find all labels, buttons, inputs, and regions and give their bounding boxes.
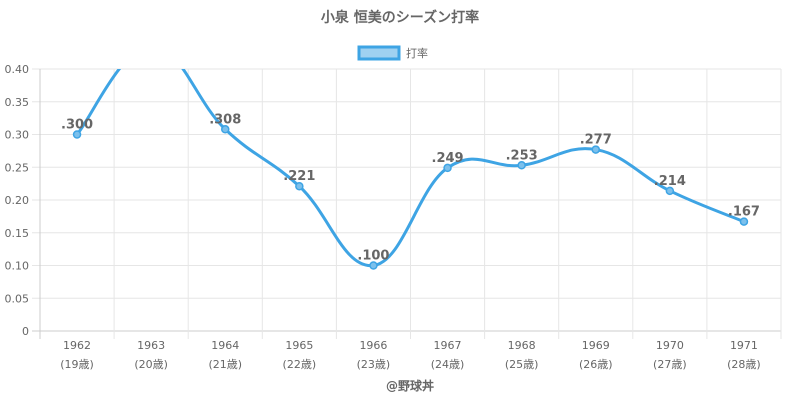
x-tick-year: 1964 xyxy=(211,339,239,352)
y-tick-label: 0.15 xyxy=(5,227,30,240)
legend-label: 打率 xyxy=(406,46,428,60)
data-labels: .300 .308 .221 .100 .249 .253 .277 .214 .167 xyxy=(61,112,760,263)
x-tick-year: 1967 xyxy=(434,339,462,352)
x-tick-age: (27歳) xyxy=(653,358,687,371)
legend-swatch xyxy=(357,45,401,61)
data-point[interactable] xyxy=(72,130,82,139)
x-tick-age: (26歳) xyxy=(579,358,613,371)
data-point[interactable] xyxy=(517,161,526,170)
x-tick-age: (21歳) xyxy=(208,358,242,371)
footer-credit: @野球丼 xyxy=(386,378,434,393)
data-label: .300 xyxy=(61,118,93,133)
x-tick-year: 1965 xyxy=(285,339,313,352)
x-tick-year: 1963 xyxy=(137,339,165,352)
data-point[interactable] xyxy=(443,163,452,173)
x-axis: 1962 (19歳) 1963 (20歳) 1964 (21歳) 1965 (22歳) 1966… xyxy=(60,339,760,371)
x-tick-age: (25歳) xyxy=(505,358,539,371)
x-tick-age: (23歳) xyxy=(357,358,391,371)
data-label: .214 xyxy=(654,174,686,189)
data-point[interactable] xyxy=(221,125,230,134)
data-label: .253 xyxy=(506,148,538,163)
y-tick-label: 0.30 xyxy=(5,129,30,142)
y-tick-label: 0.05 xyxy=(5,292,30,305)
data-point[interactable] xyxy=(591,145,600,154)
data-label: .100 xyxy=(357,249,389,264)
x-tick-year: 1969 xyxy=(582,339,610,352)
y-tick-label: 0.35 xyxy=(5,96,30,109)
data-label: .249 xyxy=(432,151,464,166)
data-label: .277 xyxy=(580,133,612,148)
data-point[interactable] xyxy=(665,186,675,196)
data-label: .221 xyxy=(283,169,315,184)
grid xyxy=(32,68,782,339)
x-tick-year: 1971 xyxy=(730,339,758,352)
x-tick-year: 1966 xyxy=(359,339,387,352)
data-point[interactable] xyxy=(739,217,749,226)
series-line-batting-average xyxy=(75,69,745,268)
x-tick-age: (28歳) xyxy=(727,358,761,371)
data-point[interactable] xyxy=(295,181,304,191)
y-tick-label: 0.40 xyxy=(5,63,30,76)
data-label: .308 xyxy=(209,112,241,127)
y-tick-label: 0.10 xyxy=(5,260,30,273)
data-points xyxy=(72,125,749,270)
x-tick-year: 1962 xyxy=(63,339,91,352)
x-tick-year: 1968 xyxy=(508,339,536,352)
data-label: .167 xyxy=(728,205,760,220)
y-tick-label: 0 xyxy=(22,325,29,338)
legend[interactable]: 打率 xyxy=(357,45,428,61)
x-tick-age: (24歳) xyxy=(431,358,465,371)
x-tick-age: (20歳) xyxy=(134,358,168,371)
chart-title: 小泉 恒美のシーズン打率 xyxy=(321,9,479,26)
x-tick-age: (19歳) xyxy=(60,358,94,371)
y-axis: 0 0.05 0.10 0.15 0.20 0.25 0.30 0.35 0.40 xyxy=(5,63,30,338)
data-point[interactable] xyxy=(369,261,378,270)
y-tick-label: 0.25 xyxy=(5,161,30,174)
x-tick-age: (22歳) xyxy=(283,358,317,371)
y-tick-label: 0.20 xyxy=(5,194,30,207)
x-tick-year: 1970 xyxy=(656,339,684,352)
